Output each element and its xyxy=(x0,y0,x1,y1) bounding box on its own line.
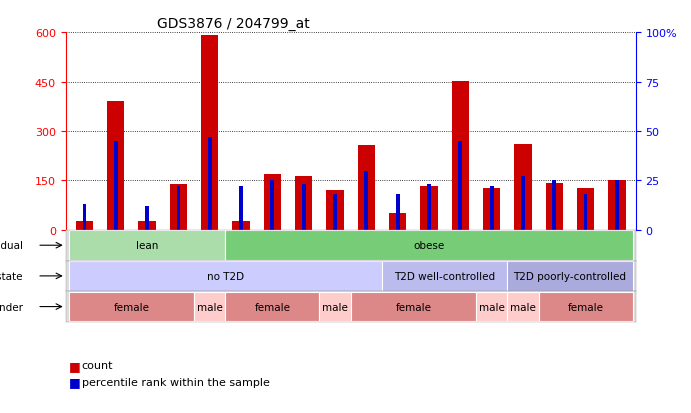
Text: male: male xyxy=(479,302,504,312)
Text: disease state: disease state xyxy=(0,271,23,281)
Bar xyxy=(138,221,155,230)
Bar xyxy=(350,292,476,322)
Bar xyxy=(194,292,225,322)
Bar xyxy=(364,171,368,230)
Bar xyxy=(145,206,149,230)
Bar xyxy=(333,195,337,230)
Text: male: male xyxy=(322,302,348,312)
Bar xyxy=(225,231,632,260)
Text: female: female xyxy=(567,302,604,312)
Bar xyxy=(490,187,493,230)
Bar xyxy=(225,292,319,322)
Text: no T2D: no T2D xyxy=(207,271,244,281)
Text: count: count xyxy=(82,361,113,370)
Text: female: female xyxy=(395,302,431,312)
Bar xyxy=(82,205,86,230)
Bar xyxy=(232,221,249,230)
Bar xyxy=(201,36,218,230)
Bar xyxy=(302,185,305,230)
Bar xyxy=(458,142,462,230)
Bar xyxy=(76,221,93,230)
Text: gender: gender xyxy=(0,302,23,312)
Bar xyxy=(420,187,437,230)
Bar xyxy=(326,191,343,230)
Text: lean: lean xyxy=(136,241,158,251)
Bar xyxy=(69,231,225,260)
Bar xyxy=(389,213,406,230)
Bar xyxy=(577,188,594,230)
Bar xyxy=(584,195,587,230)
Text: ■: ■ xyxy=(69,359,81,372)
Bar xyxy=(270,181,274,230)
Bar xyxy=(295,177,312,230)
Bar xyxy=(476,292,507,322)
Text: male: male xyxy=(197,302,223,312)
Bar xyxy=(507,261,632,291)
Bar xyxy=(358,145,375,230)
Text: female: female xyxy=(254,302,290,312)
Bar xyxy=(382,261,507,291)
Text: individual: individual xyxy=(0,241,23,251)
Text: female: female xyxy=(113,302,149,312)
Text: male: male xyxy=(510,302,536,312)
Bar xyxy=(452,82,469,230)
Bar xyxy=(264,175,281,230)
Text: T2D poorly-controlled: T2D poorly-controlled xyxy=(513,271,627,281)
Bar xyxy=(239,187,243,230)
Bar xyxy=(483,188,500,230)
Bar xyxy=(114,142,117,230)
Bar xyxy=(514,144,531,230)
Text: T2D well-controlled: T2D well-controlled xyxy=(394,271,495,281)
Bar xyxy=(615,181,619,230)
Bar xyxy=(521,177,525,230)
Bar xyxy=(546,183,563,230)
Text: GDS3876 / 204799_at: GDS3876 / 204799_at xyxy=(157,17,310,31)
Bar xyxy=(208,138,211,230)
Bar xyxy=(69,261,382,291)
Bar xyxy=(319,292,350,322)
Bar xyxy=(552,181,556,230)
Bar xyxy=(176,187,180,230)
Text: percentile rank within the sample: percentile rank within the sample xyxy=(82,377,269,387)
Bar xyxy=(608,181,625,230)
Bar xyxy=(396,195,399,230)
Text: obese: obese xyxy=(413,241,444,251)
Bar xyxy=(507,292,538,322)
Bar xyxy=(538,292,632,322)
Bar xyxy=(170,185,187,230)
Text: ■: ■ xyxy=(69,375,81,389)
Bar xyxy=(427,185,431,230)
Bar xyxy=(107,102,124,230)
Bar xyxy=(69,292,194,322)
